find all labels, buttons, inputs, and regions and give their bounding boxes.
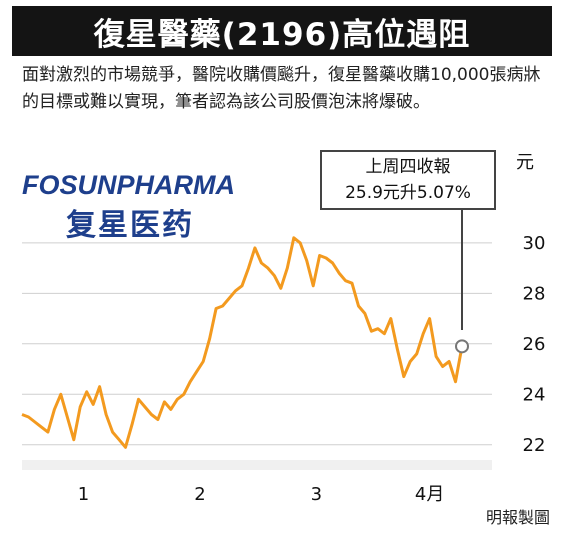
y-tick-label: 28 (523, 283, 546, 304)
callout-line1: 上周四收報 (365, 157, 451, 177)
y-tick-label: 26 (523, 334, 546, 355)
last-point-marker (455, 339, 469, 354)
fosun-logo-text: FOSUNPHARMA (22, 170, 235, 200)
chart-title: 復星醫藥(2196)高位遇阻 (12, 6, 552, 56)
y-unit-label: 元 (516, 152, 534, 173)
callout-line2: 25.9元升5.07% (345, 183, 471, 203)
x-tick-label: 3 (311, 484, 322, 505)
fosun-logo-chinese: 复星医药 (66, 208, 194, 243)
y-tick-label: 24 (523, 384, 546, 405)
x-tick-label: 4月 (415, 484, 444, 505)
price-line (21, 236, 464, 449)
price-callout: 上周四收報 25.9元升5.07% (320, 150, 496, 210)
source-credit: 明報製圖 (485, 508, 550, 527)
y-axis-labels: 22 24 26 28 30 (523, 233, 546, 456)
intro-text: 面對激烈的市場競爭，醫院收購價飈升，復星醫藥收購10,000張病牀的目標或難以實… (22, 65, 541, 112)
plot-shading (22, 460, 492, 470)
x-tick-label: 2 (194, 484, 205, 505)
y-tick-label: 30 (523, 233, 546, 254)
y-tick-label: 22 (523, 435, 546, 456)
x-axis-labels: 1 2 3 4月 (78, 484, 445, 505)
x-tick-label: 1 (78, 484, 89, 505)
